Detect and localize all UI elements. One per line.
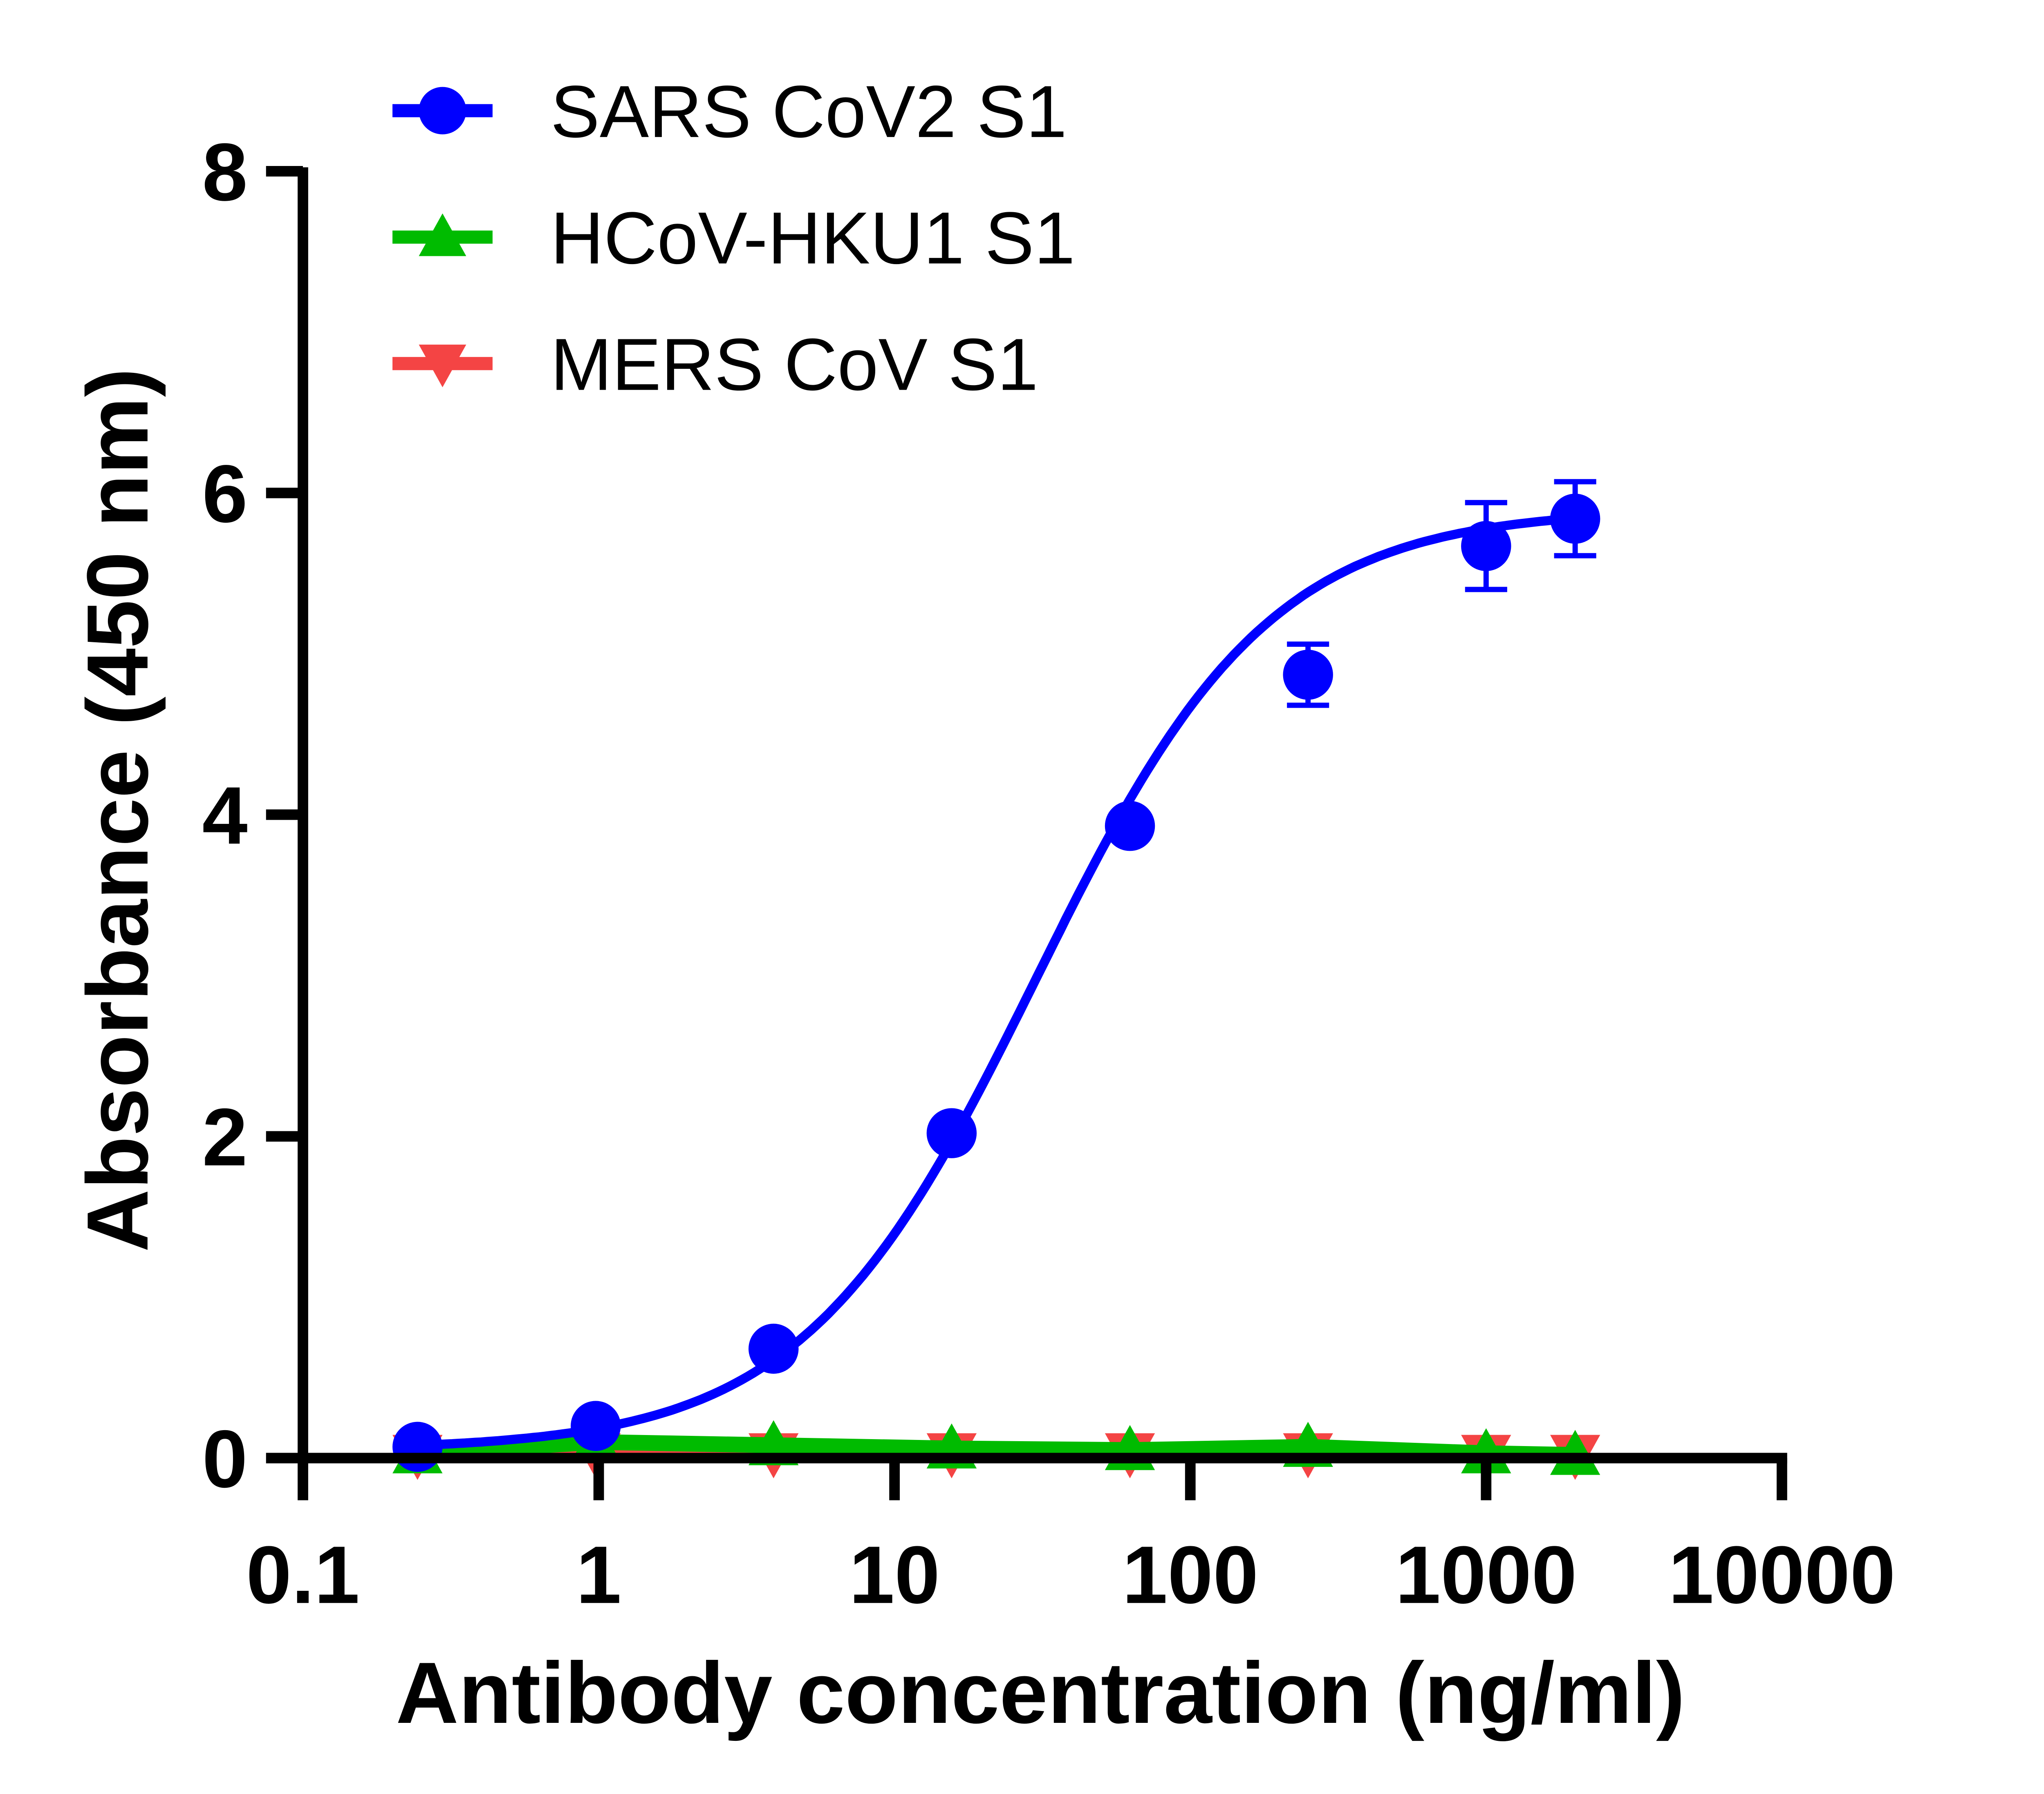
data-point: [1550, 493, 1600, 544]
data-point: [926, 1108, 977, 1158]
data-point: [571, 1401, 621, 1451]
y-tick-label: 4: [202, 770, 248, 861]
legend-label: SARS CoV2 S1: [551, 71, 1067, 153]
axes: 0 2 4 6 8 0.1 1 10 100 1000 10000: [202, 127, 1896, 1621]
y-tick-label: 2: [202, 1092, 248, 1183]
legend: SARS CoV2 S1 HCoV-HKU1 S1 MERS CoV S1: [392, 71, 1075, 406]
legend-label: MERS CoV S1: [551, 324, 1038, 406]
legend-marker-circle-icon: [419, 87, 466, 135]
legend-marker-triangle-down-icon: [419, 344, 466, 388]
series-sars-cov2-s1: [392, 479, 1600, 1472]
legend-marker-triangle-up-icon: [419, 213, 466, 256]
x-axis-label: Antibody concentration (ng/ml): [396, 1645, 1685, 1742]
x-tick-label: 10: [849, 1529, 940, 1621]
data-point: [749, 1323, 799, 1374]
fit-curve: [417, 514, 1576, 1450]
y-axis-label: Absorbance (450 nm): [69, 368, 166, 1252]
legend-item: SARS CoV2 S1: [392, 71, 1067, 153]
y-tick-label: 6: [202, 448, 248, 540]
legend-item: HCoV-HKU1 S1: [392, 197, 1075, 279]
data-point: [1105, 801, 1155, 851]
x-tick-label: 100: [1122, 1529, 1258, 1621]
data-point: [392, 1422, 443, 1472]
y-tick-label: 8: [202, 127, 248, 218]
plot-area: [392, 479, 1600, 1480]
x-tick-label: 10000: [1668, 1529, 1895, 1621]
x-tick-label: 1: [576, 1529, 621, 1621]
data-point: [1550, 1430, 1600, 1475]
x-tick-label: 1000: [1395, 1529, 1577, 1621]
data-point: [1461, 521, 1511, 571]
series-line: [417, 1434, 1576, 1463]
y-tick-label: 0: [202, 1413, 248, 1505]
legend-label: HCoV-HKU1 S1: [551, 197, 1075, 279]
legend-item: MERS CoV S1: [392, 324, 1038, 406]
data-point: [1283, 650, 1333, 700]
x-tick-label: 0.1: [246, 1529, 360, 1621]
